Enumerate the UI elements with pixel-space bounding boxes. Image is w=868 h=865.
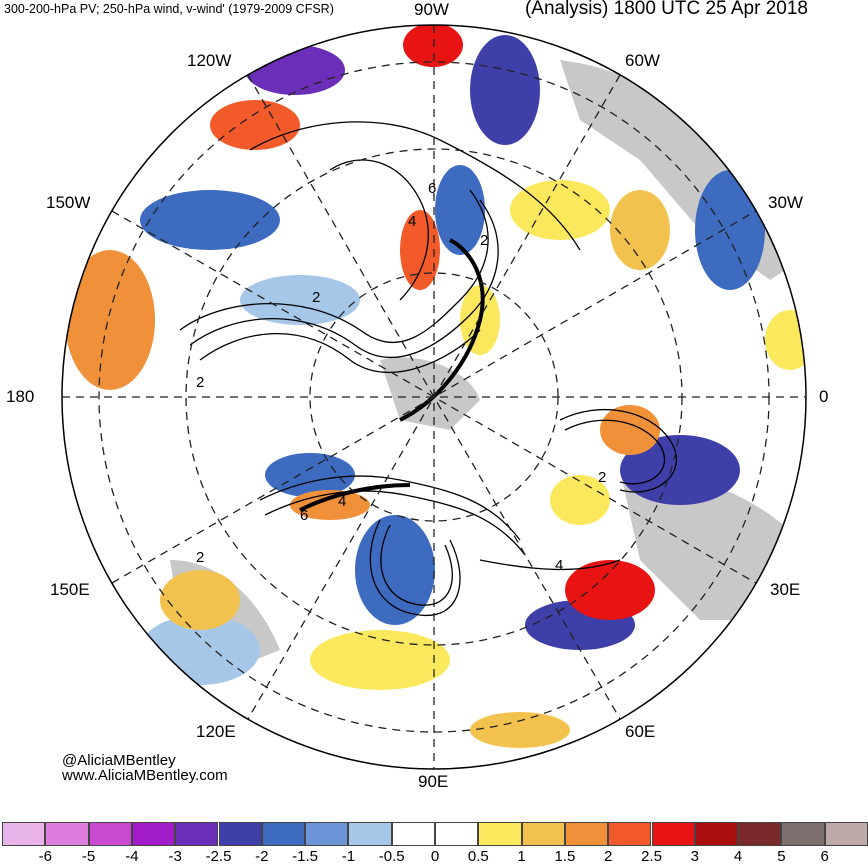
colorbar-label: 4 — [733, 848, 743, 865]
pos-anomaly — [160, 570, 240, 630]
colorbar-swatch — [781, 822, 825, 846]
neg-anomaly — [435, 165, 485, 255]
pos-anomaly — [610, 190, 670, 270]
colorbar-label: -4 — [125, 848, 139, 865]
colorbar-swatch — [651, 822, 695, 846]
colorbar-label: -6 — [38, 848, 52, 865]
colorbar-label: -2.5 — [205, 848, 232, 865]
neg-anomaly — [695, 170, 765, 290]
graticule — [62, 25, 806, 769]
colorbar-label: 2.5 — [641, 848, 662, 865]
pos-anomaly — [510, 180, 610, 240]
colorbar-swatch — [175, 822, 219, 846]
colorbar-label: -2 — [255, 848, 269, 865]
map-disc — [62, 25, 806, 769]
colorbar-label: 3 — [690, 848, 699, 865]
lon-label-30w: 30W — [768, 193, 803, 212]
neg-anomaly — [620, 435, 740, 505]
neg-anomaly — [265, 453, 355, 497]
credit-handle: @AliciaMBentley — [62, 752, 176, 769]
colorbar-swatch — [45, 822, 89, 846]
map-border — [61, 24, 807, 770]
colorbar-label: 2 — [604, 848, 613, 865]
pos-anomaly — [565, 560, 655, 620]
colorbar-label: 5 — [777, 848, 786, 865]
lon-label-60w: 60W — [625, 51, 660, 70]
colorbar-label: 0 — [430, 848, 440, 865]
colorbar-swatch — [305, 822, 349, 846]
colorbar-label: -1.5 — [292, 848, 319, 865]
pos-anomaly — [65, 250, 155, 390]
map-subtitle: 300-200-hPa PV; 250-hPa wind, v-wind' (1… — [4, 2, 334, 16]
contour-label: 2 — [598, 469, 606, 486]
colorbar-label: 1 — [517, 848, 526, 865]
colorbar-swatch — [564, 822, 609, 846]
colorbar-label: -3 — [168, 848, 182, 865]
neg-anomaly — [470, 35, 540, 145]
lon-label-0: 0 — [819, 387, 829, 406]
contour-label: 4 — [338, 493, 346, 510]
neg-anomaly — [355, 515, 435, 625]
colorbar-swatch — [608, 822, 652, 846]
colorbar-swatch — [478, 822, 522, 846]
jet-core — [299, 483, 411, 512]
colorbar-swatch — [2, 822, 46, 846]
colorbar-label: -5 — [81, 848, 96, 865]
lon-label-90w: 90W — [414, 0, 449, 19]
colorbar-swatch — [131, 822, 176, 846]
lon-label-180: 180 — [6, 387, 35, 406]
colorbar-label: 1.5 — [554, 848, 576, 865]
credit-website: www.AliciaMBentley.com — [62, 767, 228, 784]
pos-anomaly — [403, 25, 463, 67]
lon-label-60e: 60E — [625, 722, 656, 741]
lon-label-120e: 120E — [196, 722, 236, 741]
colorbar-swatch — [88, 822, 132, 846]
lon-label-150w: 150W — [46, 193, 91, 212]
contour-label: 2 — [480, 232, 488, 249]
pos-anomaly — [765, 310, 806, 370]
colorbar-swatch — [261, 822, 306, 846]
colorbar-label: -0.5 — [378, 848, 405, 865]
colorbar-swatch — [694, 822, 739, 846]
contour-label: 2 — [196, 549, 204, 566]
colorbar-label: -1 — [341, 848, 356, 865]
contour-label: 6 — [300, 507, 308, 524]
lon-label-150e: 150E — [50, 580, 90, 599]
neg-anomaly — [140, 190, 280, 250]
contour-label: 2 — [312, 289, 320, 306]
colorbar-swatch — [824, 822, 868, 846]
colorbar-label: 6 — [820, 848, 829, 865]
contour-label: 4 — [408, 213, 416, 230]
contour-label: 6 — [428, 180, 436, 197]
pos-anomaly — [470, 712, 570, 748]
colorbar-swatch — [738, 822, 782, 846]
contour-labels: 6 4 2 2 2 2 6 4 2 4 — [196, 180, 606, 574]
pos-anomaly — [400, 210, 440, 290]
colorbar-swatch — [391, 822, 435, 846]
colorbar-label: 0.5 — [467, 848, 489, 865]
colorbar-swatch — [218, 822, 262, 846]
pos-anomaly — [210, 100, 300, 150]
colorbar-swatch — [521, 822, 565, 846]
pos-anomaly — [310, 630, 450, 690]
pv-contours — [179, 121, 677, 616]
pos-anomaly — [550, 475, 610, 525]
colorbar-swatch — [435, 822, 479, 846]
lon-label-120w: 120W — [187, 51, 232, 70]
map-title: (Analysis) 1800 UTC 25 Apr 2018 — [524, 0, 808, 19]
neg-anomaly — [240, 275, 360, 325]
colorbar-swatch — [348, 822, 392, 846]
contour-label: 2 — [196, 374, 204, 391]
lon-label-30e: 30E — [770, 580, 801, 599]
lon-label-90e: 90E — [418, 772, 449, 791]
contour-label: 4 — [555, 557, 563, 574]
pos-anomaly — [600, 405, 660, 455]
